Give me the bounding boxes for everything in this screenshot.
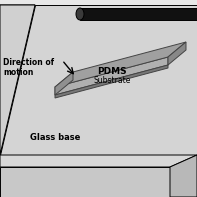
Polygon shape bbox=[80, 8, 197, 20]
Polygon shape bbox=[0, 5, 197, 155]
Polygon shape bbox=[55, 72, 73, 95]
Text: Direction of: Direction of bbox=[3, 58, 54, 67]
Polygon shape bbox=[168, 42, 186, 65]
Polygon shape bbox=[0, 155, 197, 167]
Ellipse shape bbox=[76, 8, 84, 20]
Polygon shape bbox=[0, 167, 170, 197]
Polygon shape bbox=[0, 5, 35, 155]
Polygon shape bbox=[55, 57, 168, 95]
Polygon shape bbox=[170, 155, 197, 197]
Polygon shape bbox=[55, 42, 186, 87]
Text: PDMS: PDMS bbox=[97, 67, 127, 75]
Text: Glass base: Glass base bbox=[30, 134, 80, 142]
Polygon shape bbox=[55, 65, 168, 98]
Text: Substrate: Substrate bbox=[93, 75, 131, 85]
Text: motion: motion bbox=[3, 68, 33, 77]
Polygon shape bbox=[0, 5, 35, 155]
